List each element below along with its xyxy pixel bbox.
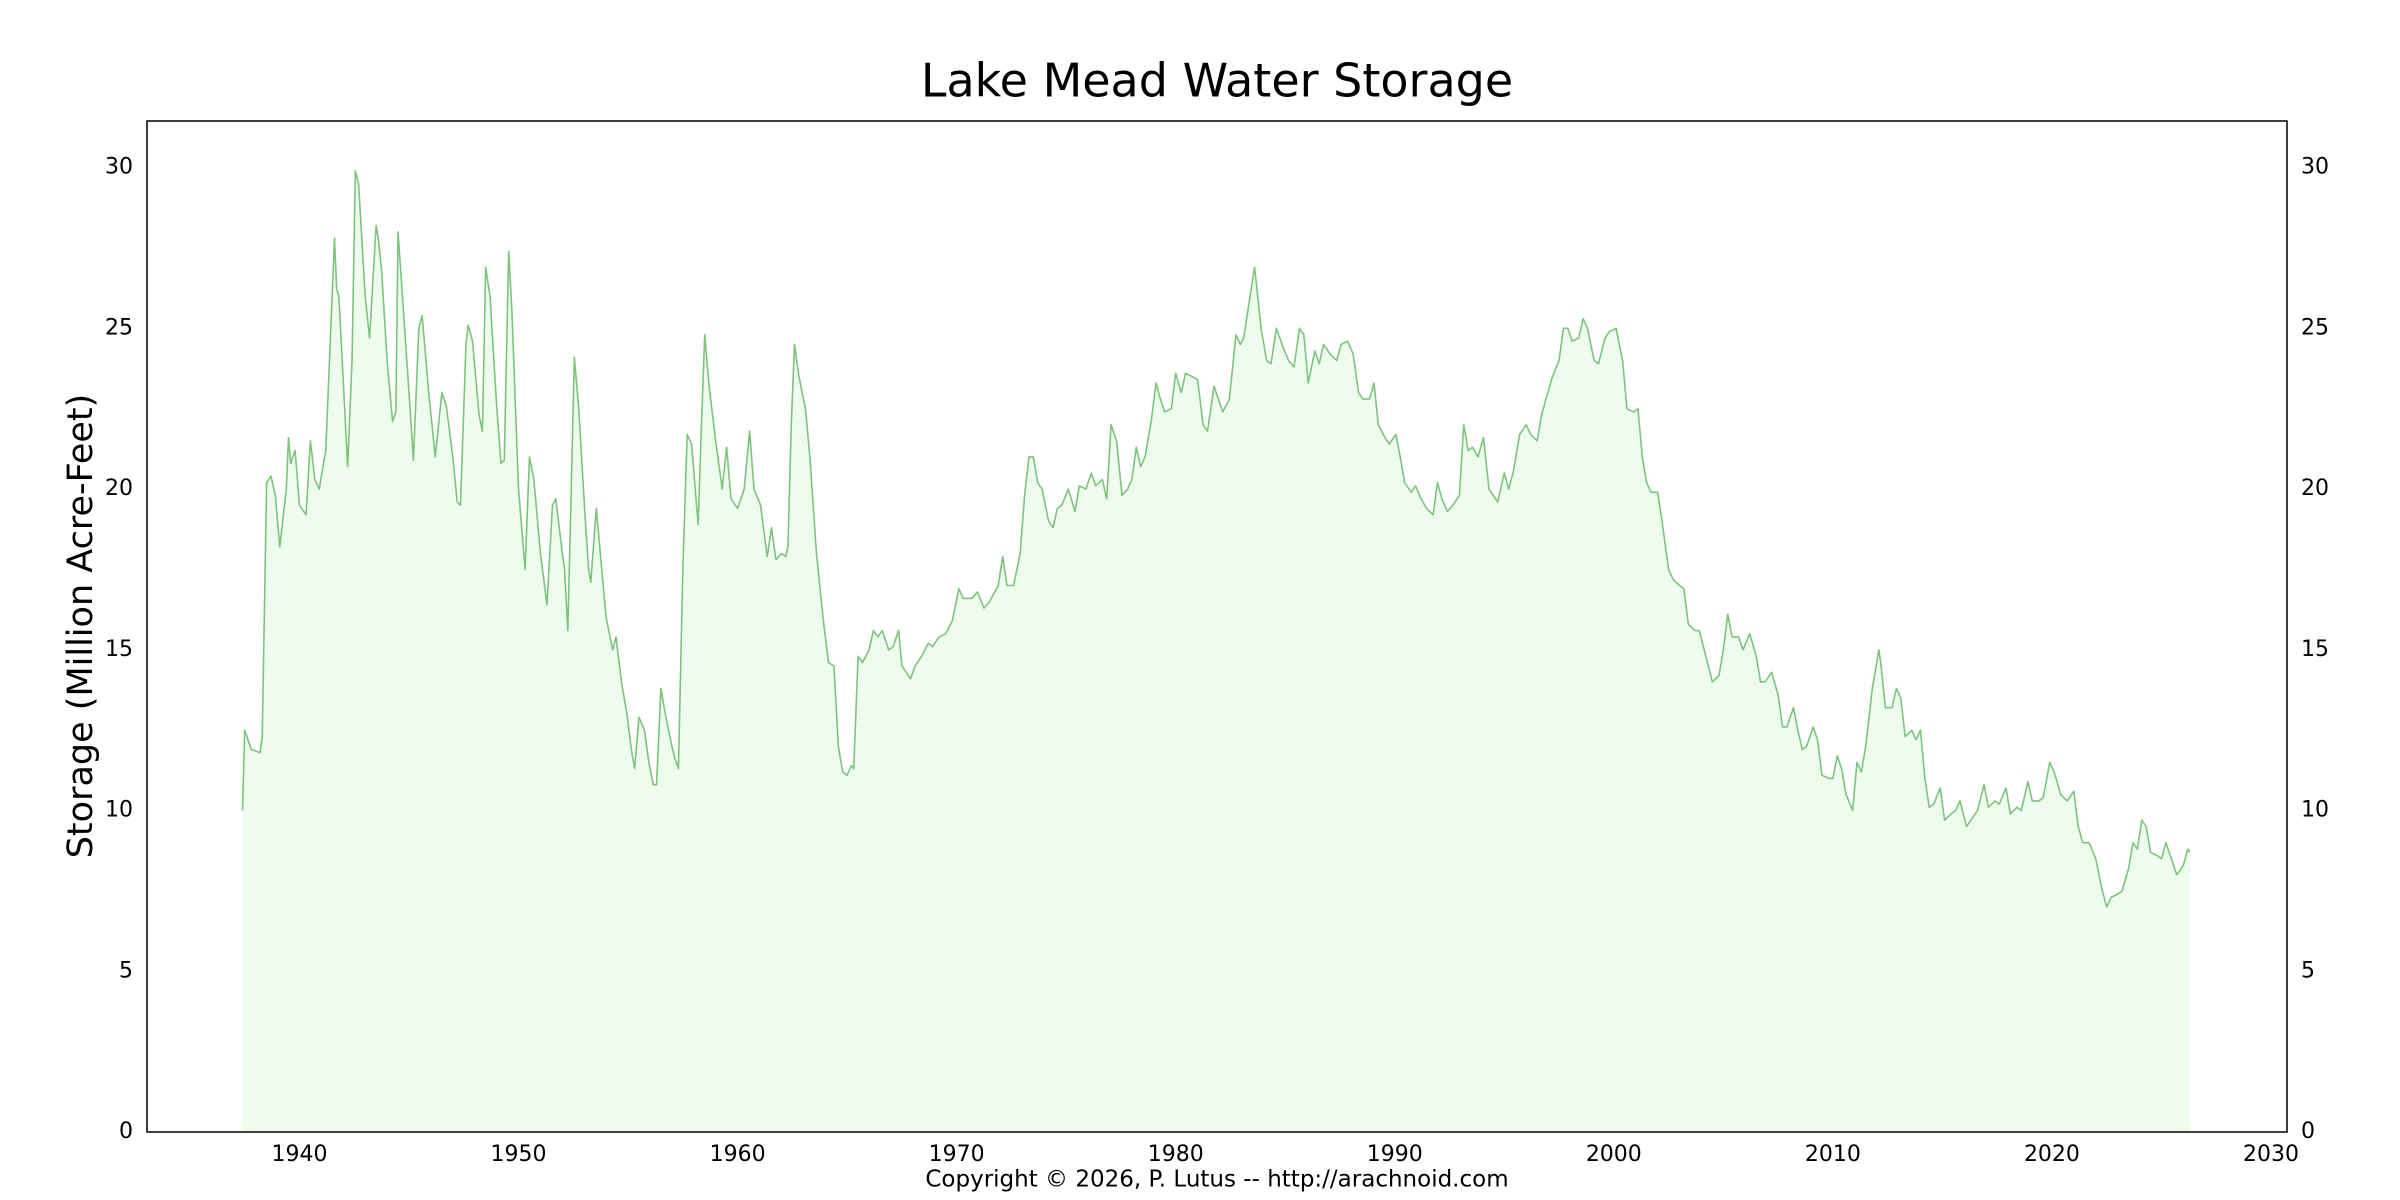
x-tick-label: 1970 xyxy=(929,1142,985,1167)
x-tick-label: 2020 xyxy=(2024,1142,2080,1167)
x-tick-label: 1950 xyxy=(491,1142,547,1167)
x-tick-label: 2010 xyxy=(1805,1142,1861,1167)
y-tick-label: 5 xyxy=(119,958,133,983)
y-tick-label: 15 xyxy=(2301,637,2329,662)
chart-title: Lake Mead Water Storage xyxy=(921,54,1513,108)
y-tick-label: 15 xyxy=(105,637,133,662)
x-tick-label: 1960 xyxy=(710,1142,766,1167)
footer: Copyright © 2026, P. Lutus -- http://ara… xyxy=(925,1167,1508,1193)
data xyxy=(241,170,2191,1132)
x-tick-label: 1940 xyxy=(271,1142,327,1167)
x-tick-label: 2030 xyxy=(2243,1142,2299,1167)
y-tick-label: 20 xyxy=(105,476,133,501)
y-tick-label: 10 xyxy=(105,798,133,823)
y-tick-label: 10 xyxy=(2301,798,2329,823)
area xyxy=(242,170,2190,1132)
y-tick-label: 30 xyxy=(105,155,133,180)
axes: 1940 1950 1960 1970 1980 1990 2000 2010 2020 2030… xyxy=(105,120,2329,1167)
y-tick-label: 5 xyxy=(2301,958,2315,983)
y-tick-label: 30 xyxy=(2301,155,2329,180)
y-tick-label: 25 xyxy=(105,315,133,340)
y-tick-label: 20 xyxy=(2301,476,2329,501)
plot-frame xyxy=(146,120,2288,1133)
x-tick-label: 1980 xyxy=(1148,1142,1204,1167)
y-tick-label: 0 xyxy=(2301,1119,2315,1144)
y-tick-label: 25 xyxy=(2301,315,2329,340)
x-tick-label: 1990 xyxy=(1367,1142,1423,1167)
x-tick-label: 2000 xyxy=(1586,1142,1642,1167)
line xyxy=(241,170,2191,908)
y-axis-label: Storage (Million Acre-Feet) xyxy=(61,394,101,859)
y-tick-label: 0 xyxy=(119,1119,133,1144)
